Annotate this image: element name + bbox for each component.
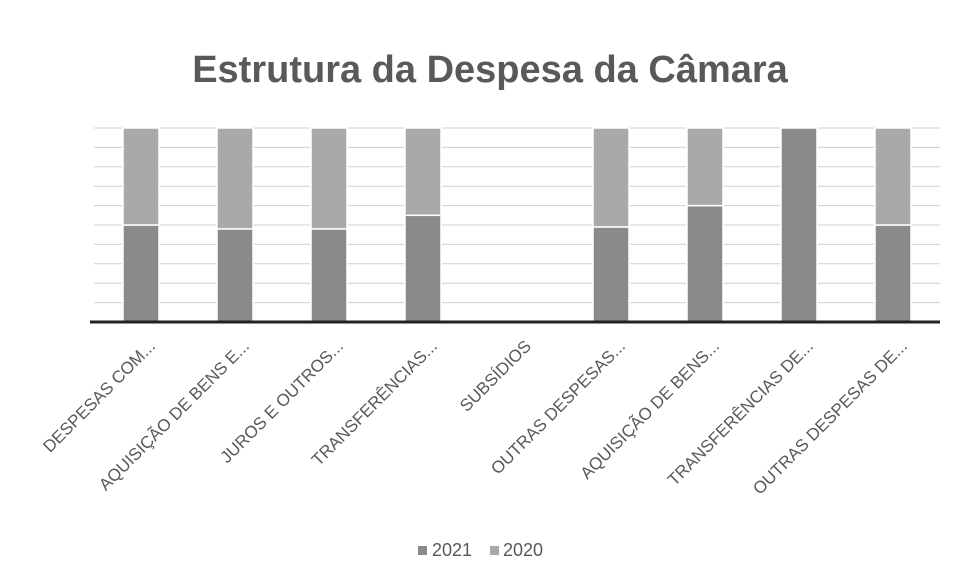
bar-segment (122, 224, 160, 323)
legend-swatch (490, 546, 499, 555)
bar-segment (780, 127, 818, 323)
x-tick-label: SUBSÍDIOS (456, 337, 535, 416)
bar-segment (216, 127, 254, 230)
bar-segment (310, 228, 348, 323)
bar-segment (874, 224, 912, 323)
bar-segment (404, 127, 442, 217)
bar-segment (592, 226, 630, 323)
x-tick-label: AQUISIÇÃO DE BENS E... (95, 337, 253, 495)
bar-segment (686, 127, 724, 207)
bar-segment (404, 214, 442, 323)
bar-segment (686, 204, 724, 323)
chart-title: Estrutura da Despesa da Câmara (192, 49, 788, 91)
bar-segment (310, 127, 348, 230)
bar-segment (874, 127, 912, 226)
x-tick-label: OUTRAS DESPESAS DE... (749, 337, 911, 499)
legend-swatch (418, 546, 427, 555)
bar-segment (592, 127, 630, 228)
bar-segment (216, 228, 254, 323)
legend-label: 2021 (432, 540, 472, 560)
bar-segment (122, 127, 160, 226)
legend-label: 2020 (503, 540, 543, 560)
